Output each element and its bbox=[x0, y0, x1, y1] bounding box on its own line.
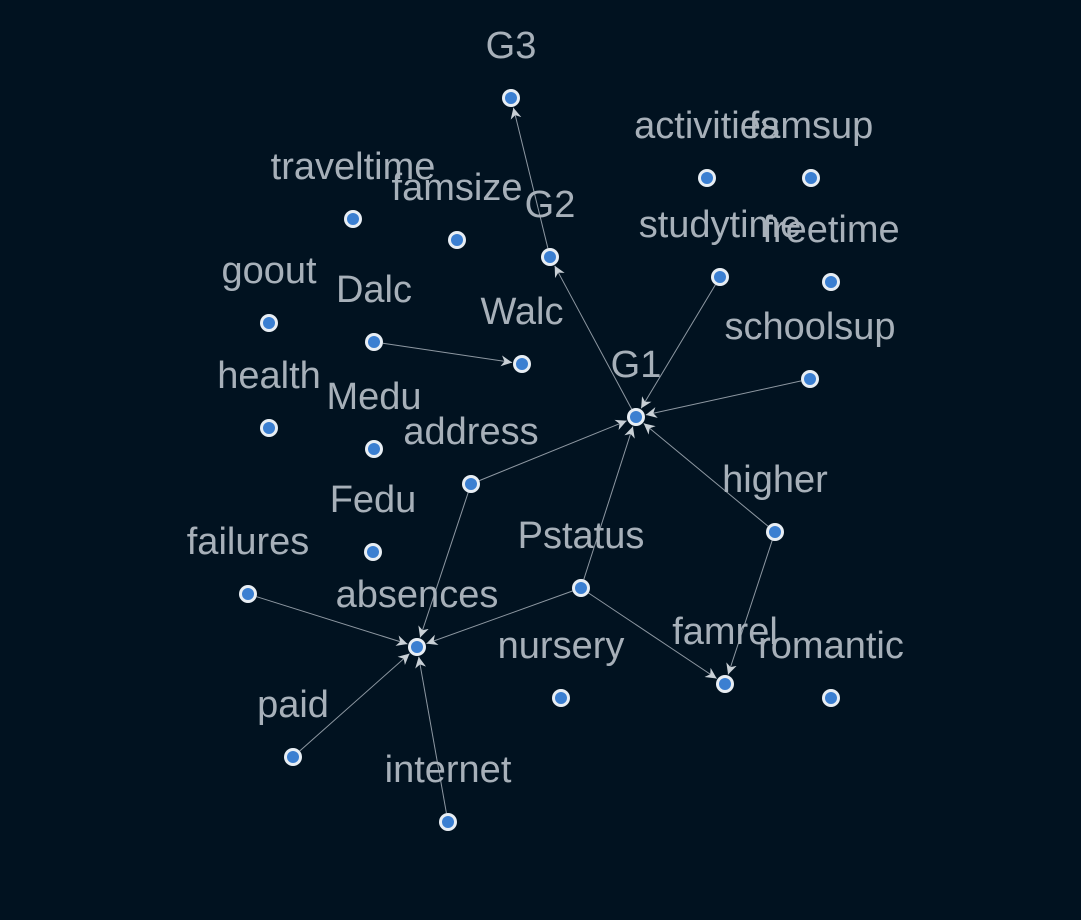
node-label-activities: activities bbox=[634, 105, 780, 147]
node-core bbox=[544, 251, 556, 263]
edge-Pstatus-to-famrel bbox=[588, 592, 717, 679]
edge-studytime-to-G1 bbox=[640, 284, 716, 409]
node-core bbox=[451, 234, 463, 246]
edges-layer bbox=[256, 107, 802, 814]
node-core bbox=[411, 641, 423, 653]
node-core bbox=[575, 582, 587, 594]
node-internet[interactable] bbox=[439, 813, 457, 831]
node-address[interactable] bbox=[462, 475, 480, 493]
node-core bbox=[701, 172, 713, 184]
node-Fedu[interactable] bbox=[364, 543, 382, 561]
node-label-studytime: studytime bbox=[639, 204, 802, 246]
node-core bbox=[769, 526, 781, 538]
node-label-Pstatus: Pstatus bbox=[518, 515, 645, 557]
node-famsize[interactable] bbox=[448, 231, 466, 249]
node-Walc[interactable] bbox=[513, 355, 531, 373]
node-core bbox=[804, 373, 816, 385]
node-schoolsup[interactable] bbox=[801, 370, 819, 388]
node-G2[interactable] bbox=[541, 248, 559, 266]
node-label-Medu: Medu bbox=[326, 376, 421, 418]
node-label-famrel: famrel bbox=[672, 611, 778, 653]
node-core bbox=[368, 336, 380, 348]
node-Pstatus[interactable] bbox=[572, 579, 590, 597]
node-core bbox=[368, 443, 380, 455]
node-label-G3: G3 bbox=[486, 25, 537, 67]
node-core bbox=[263, 422, 275, 434]
node-absences[interactable] bbox=[408, 638, 426, 656]
node-Dalc[interactable] bbox=[365, 333, 383, 351]
edge-Pstatus-to-absences bbox=[426, 590, 573, 646]
edge-internet-to-absences bbox=[415, 656, 447, 814]
edge-G1-to-G2 bbox=[554, 265, 633, 410]
node-paid[interactable] bbox=[284, 748, 302, 766]
node-core bbox=[825, 276, 837, 288]
node-label-Fedu: Fedu bbox=[330, 479, 417, 521]
node-label-famsize: famsize bbox=[392, 167, 523, 209]
node-core bbox=[367, 546, 379, 558]
node-core bbox=[263, 317, 275, 329]
nodes-layer bbox=[239, 89, 840, 831]
node-goout[interactable] bbox=[260, 314, 278, 332]
edge-higher-to-famrel bbox=[726, 540, 773, 675]
edge-Dalc-to-Walc bbox=[382, 342, 513, 367]
node-core bbox=[714, 271, 726, 283]
node-core bbox=[825, 692, 837, 704]
edge-G2-to-G3 bbox=[510, 107, 549, 249]
node-label-address: address bbox=[403, 411, 538, 453]
node-core bbox=[555, 692, 567, 704]
node-health[interactable] bbox=[260, 419, 278, 437]
node-core bbox=[630, 411, 642, 423]
node-label-G2: G2 bbox=[525, 184, 576, 226]
node-G1[interactable] bbox=[627, 408, 645, 426]
node-core bbox=[719, 678, 731, 690]
node-G3[interactable] bbox=[502, 89, 520, 107]
node-label-freetime: freetime bbox=[762, 209, 899, 251]
edge-higher-to-G1 bbox=[643, 423, 769, 527]
node-label-higher: higher bbox=[722, 459, 828, 501]
node-label-goout: goout bbox=[221, 250, 317, 292]
node-label-Walc: Walc bbox=[480, 291, 563, 333]
edge-failures-to-absences bbox=[256, 596, 408, 646]
edge-paid-to-absences bbox=[299, 653, 410, 752]
edge-Pstatus-to-G1 bbox=[583, 426, 635, 580]
node-famsup[interactable] bbox=[802, 169, 820, 187]
node-activities[interactable] bbox=[698, 169, 716, 187]
node-core bbox=[805, 172, 817, 184]
node-higher[interactable] bbox=[766, 523, 784, 541]
node-label-health: health bbox=[217, 355, 321, 397]
node-label-romantic: romantic bbox=[758, 625, 904, 667]
node-label-Dalc: Dalc bbox=[336, 269, 412, 311]
node-traveltime[interactable] bbox=[344, 210, 362, 228]
node-label-internet: internet bbox=[385, 749, 512, 791]
node-studytime[interactable] bbox=[711, 268, 729, 286]
node-core bbox=[505, 92, 517, 104]
node-label-failures: failures bbox=[187, 521, 310, 563]
node-core bbox=[516, 358, 528, 370]
node-famrel[interactable] bbox=[716, 675, 734, 693]
node-freetime[interactable] bbox=[822, 273, 840, 291]
node-Medu[interactable] bbox=[365, 440, 383, 458]
node-core bbox=[442, 816, 454, 828]
edge-address-to-absences bbox=[418, 492, 469, 638]
edge-schoolsup-to-G1 bbox=[645, 380, 802, 418]
node-label-traveltime: traveltime bbox=[271, 146, 436, 188]
node-core bbox=[287, 751, 299, 763]
node-label-paid: paid bbox=[257, 684, 329, 726]
node-romantic[interactable] bbox=[822, 689, 840, 707]
node-label-G1: G1 bbox=[611, 344, 662, 386]
node-core bbox=[347, 213, 359, 225]
node-failures[interactable] bbox=[239, 585, 257, 603]
node-label-nursery: nursery bbox=[498, 625, 625, 667]
node-core bbox=[242, 588, 254, 600]
node-label-schoolsup: schoolsup bbox=[724, 306, 895, 348]
node-label-famsup: famsup bbox=[749, 105, 874, 147]
node-label-absences: absences bbox=[336, 574, 499, 616]
node-nursery[interactable] bbox=[552, 689, 570, 707]
node-core bbox=[465, 478, 477, 490]
edge-address-to-G1 bbox=[479, 419, 627, 482]
